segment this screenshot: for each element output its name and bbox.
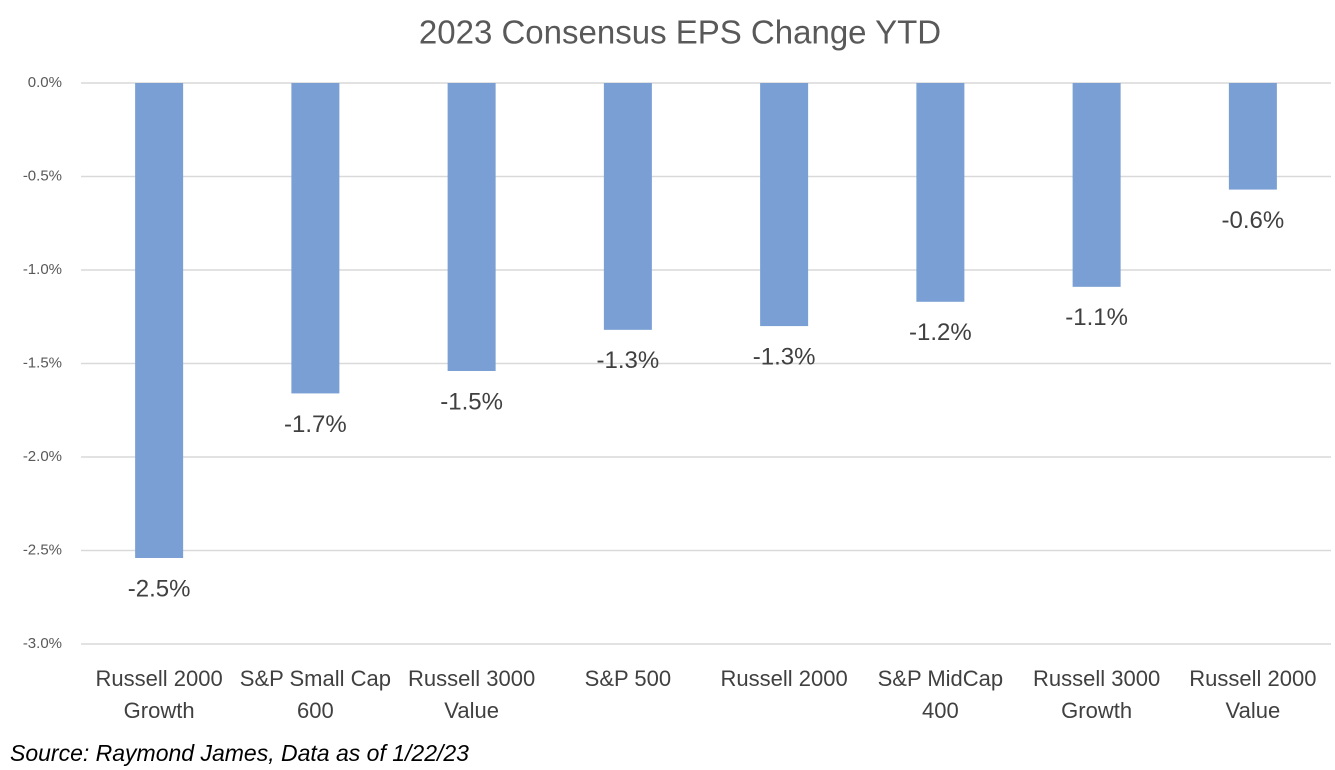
data-label: -2.5% — [128, 575, 191, 602]
chart-title: 2023 Consensus EPS Change YTD — [419, 14, 941, 51]
data-label: -1.2% — [909, 319, 972, 346]
x-tick-label: Russell 2000 — [720, 666, 848, 691]
data-label: -1.5% — [440, 388, 503, 415]
bar — [135, 83, 184, 558]
y-tick-label: -2.5% — [23, 541, 62, 558]
x-tick-label: Russell 3000 Growth — [1033, 666, 1161, 723]
bar — [760, 83, 809, 327]
x-tick-label: S&P MidCap 400 — [877, 666, 1004, 723]
y-tick-label: -1.0% — [23, 261, 62, 278]
bar — [1228, 83, 1277, 190]
y-tick-label: -2.0% — [23, 448, 62, 465]
y-tick-label: 0.0% — [28, 74, 62, 91]
source-note: Source: Raymond James, Data as of 1/22/2… — [10, 740, 469, 766]
bar — [916, 83, 965, 302]
y-tick-label: -1.5% — [23, 354, 62, 371]
data-label: -1.7% — [284, 411, 347, 438]
x-tick-label: Russell 2000 Growth — [95, 666, 223, 723]
bar — [1072, 83, 1121, 287]
bar — [291, 83, 340, 394]
data-label: -0.6% — [1222, 207, 1285, 234]
x-tick-label: Russell 3000 Value — [408, 666, 536, 723]
data-label: -1.3% — [753, 343, 816, 370]
x-tick-label: S&P Small Cap 600 — [239, 666, 391, 723]
data-label: -1.3% — [597, 347, 660, 374]
data-label: -1.1% — [1065, 304, 1128, 331]
y-tick-label: -0.5% — [23, 167, 62, 184]
x-tick-label: Russell 2000 Value — [1189, 666, 1317, 723]
x-tick-label: S&P 500 — [584, 666, 672, 691]
y-tick-label: -3.0% — [23, 635, 62, 652]
bar — [447, 83, 496, 371]
bar — [603, 83, 652, 330]
